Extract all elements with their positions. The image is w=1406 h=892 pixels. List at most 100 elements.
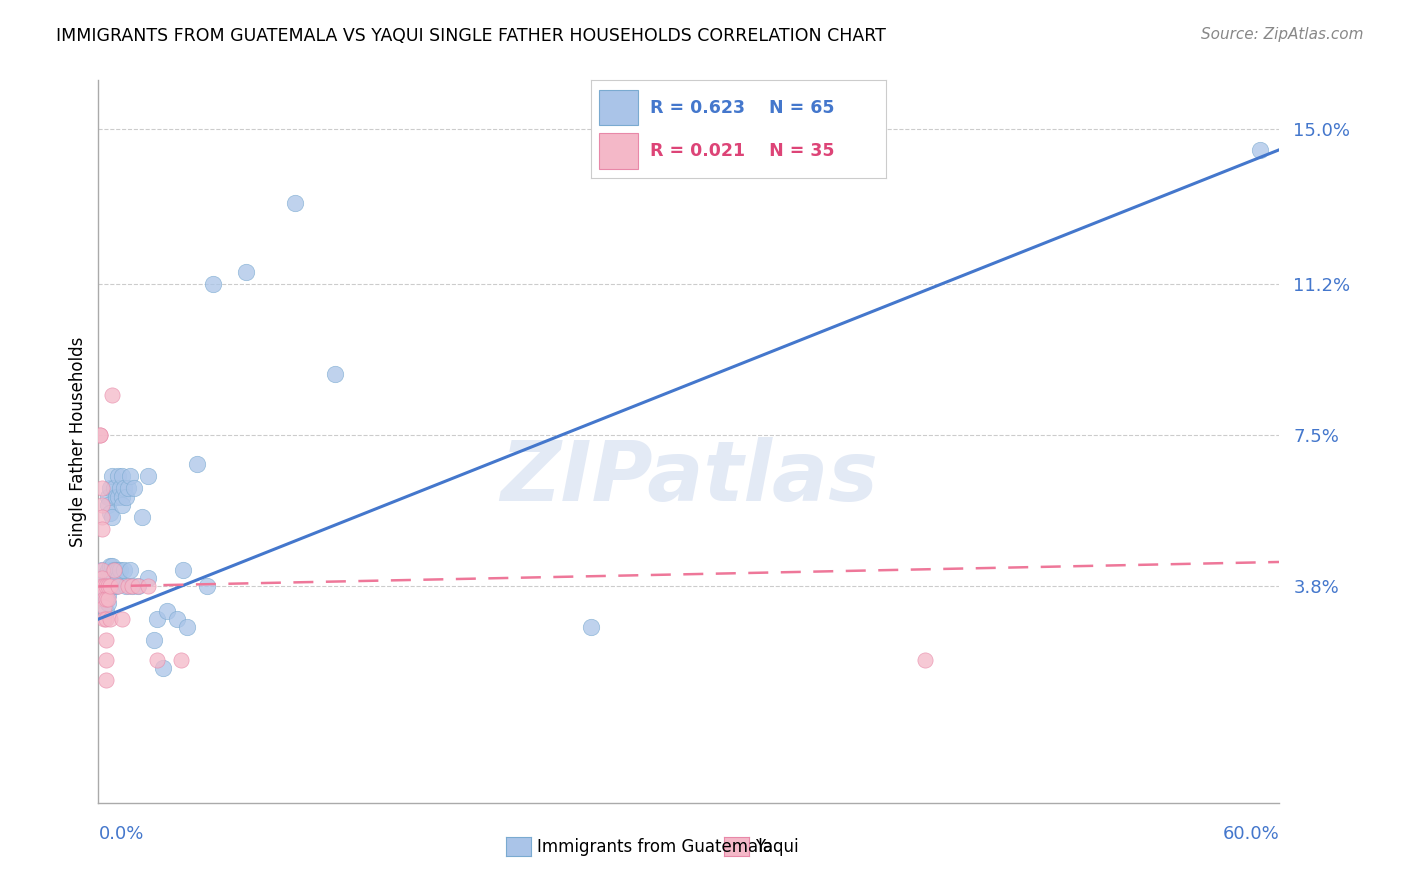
Point [101,469,124,483]
Point [103,571,125,585]
Point [107,571,129,585]
Point [235,265,257,279]
Text: R = 0.623    N = 65: R = 0.623 N = 65 [650,99,834,117]
Point [108,563,131,577]
Point [107,579,129,593]
Point [93,579,115,593]
Text: 60.0%: 60.0% [1223,825,1279,843]
Point [136,469,159,483]
Point [91,571,114,585]
Point [111,612,134,626]
Point [93,599,115,614]
Point [91,522,114,536]
Point [146,612,169,626]
Point [118,563,141,577]
Point [108,482,131,496]
Point [96,653,118,667]
Point [97,571,120,585]
Point [98,612,121,626]
Point [91,510,114,524]
Point [201,277,224,292]
Point [98,482,121,496]
Point [91,563,114,577]
Point [97,579,120,593]
Point [96,612,118,626]
Point [111,498,134,512]
Point [284,195,307,210]
Point [914,653,936,667]
Point [323,367,346,381]
Point [152,661,174,675]
Point [98,571,121,585]
Point [107,490,129,504]
FancyBboxPatch shape [599,133,638,169]
Point [93,571,115,585]
Point [156,604,179,618]
Point [91,563,114,577]
Point [195,579,218,593]
Point [91,482,114,496]
Y-axis label: Single Father Households: Single Father Households [69,336,87,547]
FancyBboxPatch shape [599,90,638,126]
Point [89,588,111,602]
Point [96,588,118,602]
Point [118,469,141,483]
Point [93,583,115,598]
Point [97,563,120,577]
Point [115,490,138,504]
Point [166,612,188,626]
Point [93,579,115,593]
Point [112,482,135,496]
Point [101,387,124,401]
Point [97,596,120,610]
Point [103,563,125,577]
Point [93,612,115,626]
Point [97,588,120,602]
Point [97,498,120,512]
Point [122,482,145,496]
Text: Source: ZipAtlas.com: Source: ZipAtlas.com [1201,27,1364,42]
Point [98,506,121,520]
Point [105,490,128,504]
Point [101,559,124,574]
Point [172,563,194,577]
Point [96,567,118,582]
Point [136,571,159,585]
Point [98,579,121,593]
Point [131,510,153,524]
Point [121,579,143,593]
Text: Yaqui: Yaqui [755,838,799,855]
Point [96,591,118,606]
Point [117,579,139,593]
Point [107,469,129,483]
Point [146,653,169,667]
Point [96,604,118,618]
Text: R = 0.021    N = 35: R = 0.021 N = 35 [650,142,834,160]
Point [579,620,602,634]
Point [98,579,121,593]
Point [186,457,208,471]
Point [96,673,118,688]
Point [97,591,120,606]
Point [91,498,114,512]
Point [96,579,118,593]
Point [103,482,125,496]
Point [170,653,193,667]
Point [103,563,125,577]
Point [101,571,124,585]
Point [107,563,129,577]
Point [136,579,159,593]
Point [112,563,135,577]
Point [96,632,118,647]
Point [101,510,124,524]
Point [127,579,149,593]
Point [89,579,111,593]
Point [89,428,111,442]
Text: IMMIGRANTS FROM GUATEMALA VS YAQUI SINGLE FATHER HOUSEHOLDS CORRELATION CHART: IMMIGRANTS FROM GUATEMALA VS YAQUI SINGL… [56,27,886,45]
Point [121,579,143,593]
Point [117,482,139,496]
Point [89,428,111,442]
Point [105,563,128,577]
Point [111,469,134,483]
Point [103,579,125,593]
